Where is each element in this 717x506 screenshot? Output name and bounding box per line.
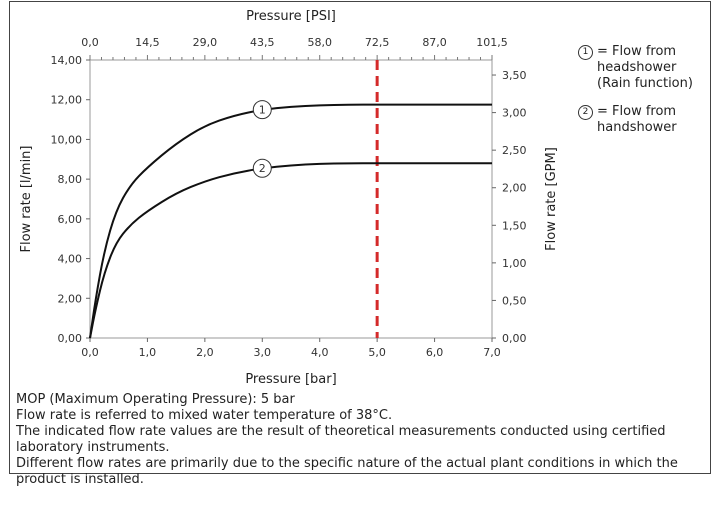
- legend-text-1: = Flow from headshower (Rain function): [597, 44, 693, 91]
- x2-tick-label: 87,0: [422, 36, 447, 49]
- series-label-2: 2: [259, 162, 266, 175]
- y2-tick-label: 1,50: [502, 219, 527, 232]
- series-circle-2: [252, 158, 272, 178]
- x-tick-label: 5,0: [368, 346, 386, 359]
- x2-tick-label: 58,0: [307, 36, 332, 49]
- x-tick-label: 2,0: [196, 346, 214, 359]
- y2-tick-label: 3,00: [502, 107, 527, 120]
- x-tick-label: 4,0: [311, 346, 329, 359]
- x-tick-label: 1,0: [139, 346, 157, 359]
- note-measurements: The indicated flow rate values are the r…: [16, 424, 666, 455]
- y-tick-label: 0,00: [58, 332, 83, 345]
- y2-tick-label: 0,00: [502, 332, 527, 345]
- series-line-1: [89, 103, 492, 339]
- y-tick-label: 4,00: [58, 253, 83, 266]
- series-circle-1: [252, 100, 272, 120]
- note-plant-conditions: Different flow rates are primarily due t…: [16, 456, 678, 487]
- x2-tick-label: 29,0: [193, 36, 218, 49]
- right-axis-title: Flow rate [GPM]: [544, 147, 559, 251]
- y-axis-title: Flow rate [l/min]: [19, 146, 34, 253]
- x-tick-label: 6,0: [426, 346, 444, 359]
- x2-tick-label: 43,5: [250, 36, 275, 49]
- series-line-2: [89, 162, 492, 339]
- y-tick-label: 10,00: [51, 133, 83, 146]
- y-tick-label: 12,00: [51, 94, 83, 107]
- legend-text-2: = Flow from handshower: [597, 104, 677, 135]
- x2-tick-label: 72,5: [365, 36, 390, 49]
- series-label-1: 1: [259, 104, 266, 117]
- y-tick-label: 8,00: [58, 173, 83, 186]
- x-tick-label: 7,0: [483, 346, 501, 359]
- notes-block: MOP (Maximum Operating Pressure): 5 bar …: [16, 392, 706, 488]
- y2-tick-label: 3,50: [502, 69, 527, 82]
- note-temperature: Flow rate is referred to mixed water tem…: [16, 408, 393, 423]
- y2-tick-label: 2,50: [502, 144, 527, 157]
- top-axis-title: Pressure [PSI]: [246, 9, 336, 24]
- y2-tick-label: 0,50: [502, 294, 527, 307]
- legend-item-1: 1 = Flow from headshower (Rain function): [578, 44, 698, 92]
- series-marker-1: 1: [578, 45, 593, 60]
- x-tick-label: 0,0: [81, 346, 99, 359]
- x-axis-title: Pressure [bar]: [245, 372, 336, 387]
- legend-item-2: 2 = Flow from handshower: [578, 104, 698, 136]
- flow-rate-chart: 1 2 0,0 1,0 2,0 3,0 4,0 5,0 6,0 7,0 0,0 14,5 29,0 43…: [19, 9, 559, 387]
- x2-tick-label: 0,0: [81, 36, 99, 49]
- y-tick-label: 14,00: [51, 54, 83, 67]
- y-tick-label: 6,00: [58, 213, 83, 226]
- x2-tick-label: 101,5: [476, 36, 508, 49]
- x-tick-label: 3,0: [254, 346, 272, 359]
- y2-tick-label: 1,00: [502, 257, 527, 270]
- note-mop: MOP (Maximum Operating Pressure): 5 bar: [16, 392, 295, 407]
- series-marker-2: 2: [578, 105, 593, 120]
- chart-frame: [9, 1, 711, 474]
- y2-tick-label: 2,00: [502, 182, 527, 195]
- y-tick-label: 2,00: [58, 292, 83, 305]
- legend: 1 = Flow from headshower (Rain function)…: [578, 44, 698, 136]
- x2-tick-label: 14,5: [135, 36, 160, 49]
- plot-area: [89, 59, 493, 339]
